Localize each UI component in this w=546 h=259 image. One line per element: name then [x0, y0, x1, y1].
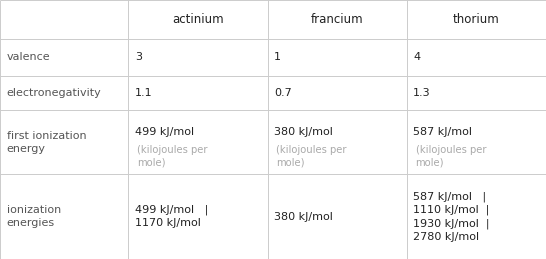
- Text: 380 kJ/mol: 380 kJ/mol: [274, 127, 333, 137]
- Text: 499 kJ/mol   |
1170 kJ/mol: 499 kJ/mol | 1170 kJ/mol: [135, 205, 208, 228]
- Text: ionization
energies: ionization energies: [7, 205, 61, 228]
- Text: (kilojoules per
mole): (kilojoules per mole): [137, 145, 207, 167]
- Text: 587 kJ/mol: 587 kJ/mol: [413, 127, 472, 137]
- Text: francium: francium: [311, 13, 364, 26]
- Text: actinium: actinium: [172, 13, 224, 26]
- Text: valence: valence: [7, 52, 50, 62]
- Text: 3: 3: [135, 52, 142, 62]
- Text: thorium: thorium: [453, 13, 500, 26]
- Text: 4: 4: [413, 52, 420, 62]
- Text: 0.7: 0.7: [274, 88, 292, 98]
- Text: 1.3: 1.3: [413, 88, 431, 98]
- Text: (kilojoules per
mole): (kilojoules per mole): [276, 145, 347, 167]
- Text: 587 kJ/mol   |
1110 kJ/mol  |
1930 kJ/mol  |
2780 kJ/mol: 587 kJ/mol | 1110 kJ/mol | 1930 kJ/mol |…: [413, 192, 490, 242]
- Text: electronegativity: electronegativity: [7, 88, 102, 98]
- Text: (kilojoules per
mole): (kilojoules per mole): [416, 145, 486, 167]
- Text: 499 kJ/mol: 499 kJ/mol: [135, 127, 194, 137]
- Text: 1: 1: [274, 52, 281, 62]
- Text: first ionization
energy: first ionization energy: [7, 131, 86, 154]
- Text: 380 kJ/mol: 380 kJ/mol: [274, 212, 333, 222]
- Text: 1.1: 1.1: [135, 88, 152, 98]
